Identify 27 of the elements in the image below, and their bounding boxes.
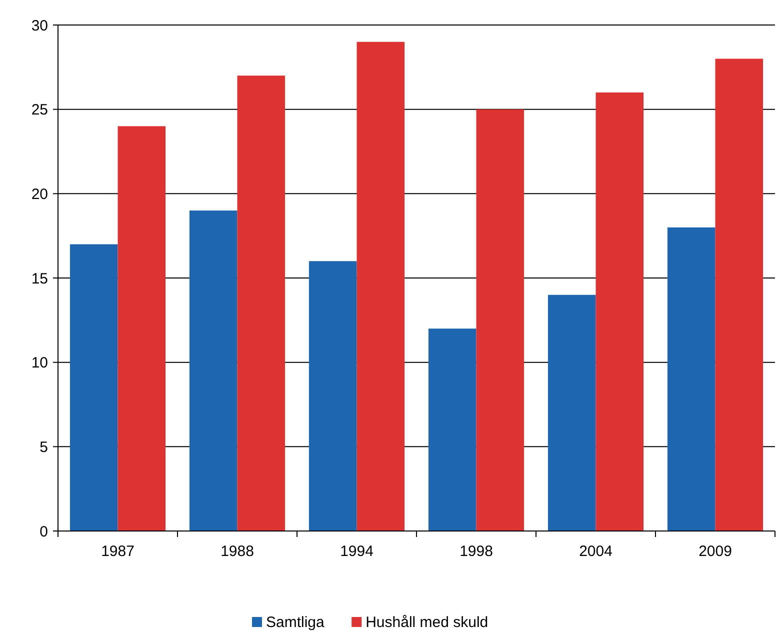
y-tick-label: 10 xyxy=(31,354,48,372)
legend-label: Samtliga xyxy=(266,614,326,631)
bar xyxy=(596,92,644,531)
bar xyxy=(189,210,238,531)
x-tick-label: 2009 xyxy=(698,543,732,560)
bar xyxy=(308,261,357,531)
y-tick-label: 15 xyxy=(31,270,48,288)
x-tick-label: 1994 xyxy=(340,543,374,560)
x-tick-label: 1987 xyxy=(101,543,134,560)
x-tick-label: 1988 xyxy=(220,543,254,560)
legend-label: Hushåll med skuld xyxy=(366,614,488,631)
bar xyxy=(70,244,118,531)
bar xyxy=(715,58,764,531)
bar xyxy=(428,328,476,531)
y-tick-label: 20 xyxy=(31,186,48,203)
x-tick-label: 2004 xyxy=(579,543,612,560)
y-tick-label: 5 xyxy=(40,438,48,456)
bar xyxy=(476,109,524,531)
bar xyxy=(118,126,166,531)
y-tick-label: 30 xyxy=(31,17,48,34)
y-tick-label: 25 xyxy=(31,102,48,119)
bar xyxy=(548,294,596,531)
y-tick-label: 0 xyxy=(40,523,48,540)
bar xyxy=(667,227,716,531)
bar xyxy=(237,76,286,531)
bar xyxy=(356,42,405,531)
x-tick-label: 1998 xyxy=(460,543,493,560)
